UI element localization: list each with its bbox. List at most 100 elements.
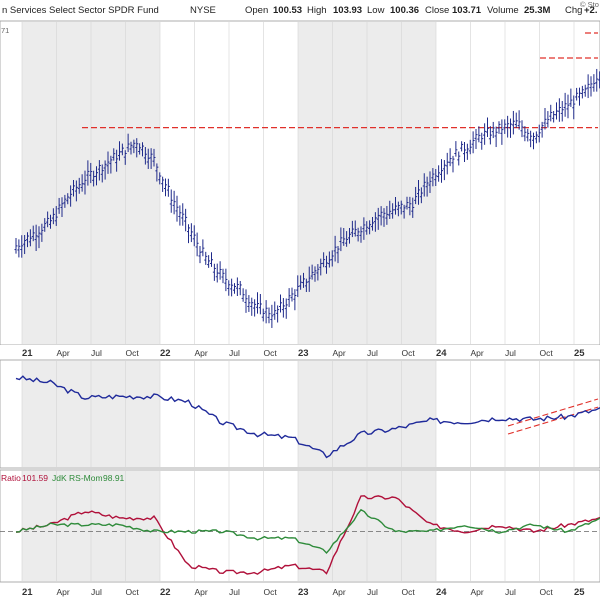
price-bar [267,307,271,324]
price-bar [256,292,259,314]
price-bar [181,203,185,226]
price-bar [557,98,561,122]
momentum-label: JdK RS-Mom [52,473,103,483]
x-tick-label: Jul [229,348,240,358]
price-bar [589,76,593,97]
chart-header: n Services Select Sector SPDR Fund NYSE … [2,0,599,16]
price-bar [543,108,547,130]
x-axis-bottom: 21 Apr Jul Oct 22 Apr Jul Oct 23 Apr Jul Oct 24 Apr Ju… [0,583,600,600]
ratio-label: Ratio [1,473,21,483]
x-tick-label: 22 [160,587,171,598]
price-bar [526,128,530,142]
price-bar [14,237,18,254]
price-bar [503,119,507,134]
price-bar [371,217,374,231]
x-tick-label: Apr [57,348,70,358]
close-label: Close [425,5,449,16]
price-bar [23,234,27,255]
price-bar [290,287,294,302]
x-tick-label: Jul [91,348,102,358]
price-bar [440,159,443,183]
price-bar [396,201,400,217]
x-tick-label: Apr [57,587,70,597]
price-bar [112,148,116,161]
price-bar [247,295,251,312]
price-bar [74,180,78,202]
price-bar [523,126,527,142]
price-bar [417,179,420,205]
price-bar [477,126,481,143]
price-bar [120,143,124,156]
price-bar [388,200,392,219]
x-tick-label: Jul [367,348,378,358]
high-label: High [307,5,327,16]
exchange-label: NYSE [190,5,216,16]
price-bar [261,308,265,322]
price-bar [319,258,323,276]
price-bar [491,121,495,139]
x-tick-label: Apr [333,348,346,358]
x-tick-label: 25 [574,587,585,598]
price-bar [57,197,61,214]
price-bar [583,84,587,97]
x-tick-label: Oct [264,587,278,597]
price-bar [468,139,472,155]
price-bar [445,152,449,175]
trend-line [507,406,599,435]
price-bar [146,148,150,169]
x-tick-label: Apr [333,587,346,597]
price-bar [566,94,570,119]
price-bar [103,160,107,180]
price-bar [284,298,288,319]
price-bar [327,251,331,268]
open-label: Open [245,5,268,16]
price-bar [270,304,274,328]
price-bar [580,85,584,99]
price-bar [339,227,343,252]
price-bar [405,196,409,210]
x-tick-label: Jul [91,587,102,597]
price-bar [106,151,110,174]
x-tick-label: Oct [126,348,140,358]
price-bar [514,112,518,128]
price-bar [238,280,242,296]
price-bar [83,170,87,195]
relative-strength-panel [0,359,600,469]
chg-value: +2. [584,5,597,16]
price-bar [195,232,199,257]
x-tick-label: Oct [540,348,554,358]
x-tick-label: 25 [574,348,585,359]
price-bar [422,173,426,197]
price-bar [215,263,219,283]
price-bar [141,142,144,157]
price-marker-label: 71 [1,26,9,35]
volume-label: Volume [487,5,519,16]
price-bar [560,100,564,122]
x-tick-label: Oct [126,587,140,597]
price-bar [279,294,282,313]
price-bar [72,180,75,197]
price-bar [218,261,222,280]
price-bar [448,148,452,167]
price-bar [537,124,541,143]
price-bar [126,133,130,153]
price-bar [264,300,268,324]
watermark: © Sto [580,0,599,9]
price-bar [325,255,328,274]
price-bar [296,275,300,298]
x-tick-label: 21 [22,587,33,598]
price-bar [46,211,50,228]
price-bar [511,110,515,135]
x-tick-label: Oct [540,587,554,597]
price-bar [26,232,29,248]
momentum-value: 98.91 [103,473,125,483]
price-bar [221,268,225,284]
price-bar [287,288,291,308]
price-bar [454,141,458,157]
price-bar [316,264,320,281]
relative-strength-line [15,375,600,459]
price-bar [552,110,556,123]
price-bar [155,163,159,182]
price-bar [350,220,354,238]
